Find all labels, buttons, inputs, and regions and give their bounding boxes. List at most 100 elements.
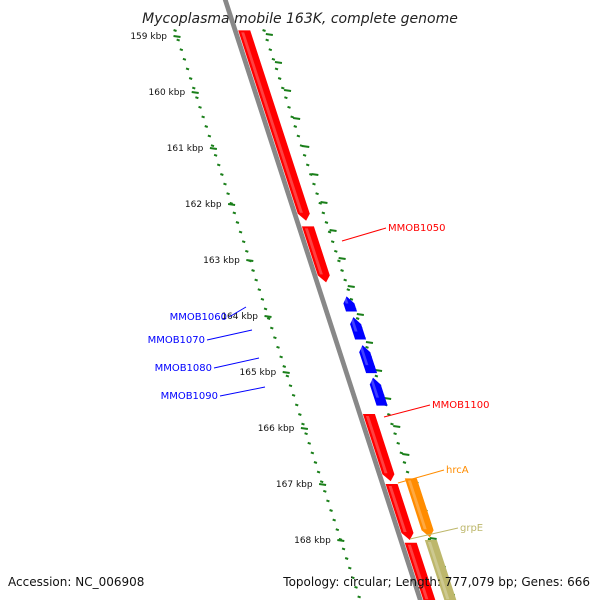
ruler-dot [396,441,401,445]
ruler-major-tick [365,341,374,344]
ruler-dot [279,355,283,359]
ruler-dot [210,144,215,148]
gene-minus-a [343,296,357,312]
ruler-dot [294,403,299,407]
ruler-tick [318,483,327,486]
genome-summary-text: Topology: circular; Length: 777,079 bp; … [282,575,590,589]
ruler-dot [223,182,227,186]
ruler-dot [251,269,255,272]
map-layer: 159 kbp 160 kbp 161 kbp 162 kbp 163 kbp 164 k… [130,0,489,600]
ruler-dot [204,125,209,128]
ruler-dot [310,451,315,455]
ruler-dot [313,461,318,464]
gene-label-hrcA: hrcA [446,465,469,476]
ruler-dot [198,105,202,109]
gene-label-minus-b: MMOB1070 [148,335,205,346]
ruler-dot [304,432,308,436]
ruler-dot [216,163,221,167]
ruler-labels: 159 kbp 160 kbp 161 kbp 162 kbp 163 kbp 164 k… [130,32,345,546]
ruler-dot [265,38,269,42]
ruler-dot [254,278,258,282]
ruler-dot [341,547,346,551]
ruler-dot [337,259,341,263]
ruler-dot [298,413,302,416]
gene-leader-line [219,386,266,397]
ruler-dot [347,566,352,570]
ruler-dot [201,115,205,119]
ruler-major-tick [402,453,410,456]
ruler-dot [402,461,407,464]
ruler-tick-label: 166 kbp [258,424,295,434]
ruler-dot [316,470,321,474]
ruler-major-tick [302,145,310,148]
ruler-tick-label: 165 kbp [240,368,277,378]
ruler-tick [191,91,199,94]
ruler-major-tick [329,229,337,232]
ruler-dot [274,67,279,71]
ruler-dot [287,105,291,109]
ruler-dot [277,77,282,80]
ruler-dot [207,134,212,138]
ruler-tick [264,315,272,318]
ruler-dot [176,38,180,42]
ruler-dot [324,221,329,224]
ruler-dot [296,134,301,138]
ruler-major-tick [347,285,355,288]
ruler-dot [340,269,344,272]
ruler-dot [191,86,196,90]
ruler-dot [318,201,323,205]
gene-leader-line [206,329,253,341]
genome-backbone [222,0,423,600]
ruler-tick-label: 160 kbp [149,88,186,98]
gene-minus-c [359,345,378,374]
ruler-dot [427,537,432,541]
ruler-dot [330,240,335,244]
ruler-major-tick [374,369,383,372]
gene-leader-line [383,404,431,418]
gene-grpE [424,540,457,600]
gene-plus-d [385,484,414,540]
ruler-major-tick [265,33,273,36]
ruler-tick [227,203,236,206]
ruler-dot [266,317,271,320]
gene-highlight [407,544,429,600]
gene-highlight [407,480,427,530]
ruler-dot [322,489,327,493]
ruler-dot [182,57,187,61]
ruler-dot [374,374,379,378]
ruler-tick [300,427,309,430]
ruler-dot [271,57,276,61]
ruler-dot [213,153,218,157]
ruler-dot [173,29,177,32]
ruler-dot [262,29,266,32]
ruler-dot [399,451,404,455]
ruler-dot [307,441,312,445]
ruler-dot [390,422,394,426]
gene-minus-d [369,377,388,406]
ruler-dot [301,422,305,426]
ruler-dot [355,317,360,320]
ruler-major-tick [274,61,283,64]
ruler-dot [284,96,288,100]
gene-highlight [388,486,407,532]
ruler-dot [235,221,240,224]
ruler-major-tick [429,537,437,540]
ruler-dot [244,249,249,253]
ruler-tick-label: 161 kbp [167,144,204,154]
ruler-major-tick [320,201,328,204]
gene-hrcA [404,478,434,538]
gene-leader-line [228,306,247,318]
ruler-dot [387,413,391,416]
ruler-dot [185,67,190,71]
ruler-dot [220,173,224,176]
ruler-tick [209,147,218,150]
ruler-dot [319,480,324,484]
ruler-dot [332,518,336,522]
ruler-dot [393,432,397,436]
ruler-tick-label: 159 kbp [130,32,167,42]
ruler-dot [333,249,338,253]
accession-text: Accession: NC_006908 [8,575,144,589]
ruler-dot [344,557,349,560]
ruler-dot [260,297,265,301]
